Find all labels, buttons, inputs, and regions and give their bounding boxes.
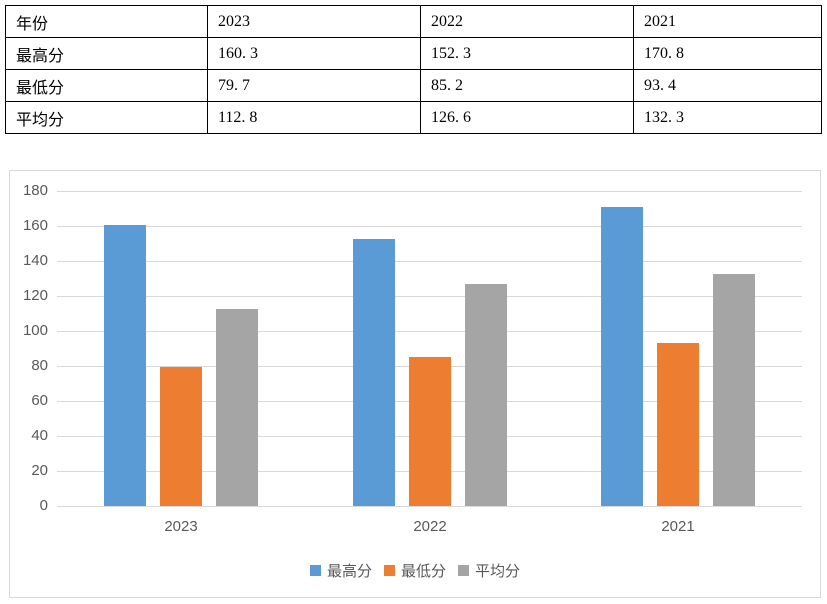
table-cell: 85. 2 [420, 69, 634, 102]
table-header-cell: 2022 [420, 5, 634, 38]
legend-label: 平均分 [475, 563, 521, 580]
table-row-label: 最高分 [5, 37, 208, 70]
legend-label: 最低分 [400, 563, 446, 580]
y-axis-tick-label: 140 [22, 252, 48, 269]
table-cell: 93. 4 [633, 69, 822, 102]
table-cell: 132. 3 [633, 101, 822, 134]
bar [657, 343, 699, 506]
gridline [57, 331, 802, 332]
gridline [57, 296, 802, 297]
table-row: 最低分 79. 7 85. 2 93. 4 [5, 69, 822, 102]
y-axis-tick-label: 100 [22, 322, 48, 339]
x-axis-label: 2022 [413, 518, 447, 535]
data-table: 年份 2023 2022 2021 最高分 160. 3 152. 3 170.… [5, 5, 822, 134]
bar-chart: 最高分 最低分 平均分 180 160 140 120 100 80 60 40 20 0 2023 20… [9, 170, 821, 598]
table-row: 最高分 160. 3 152. 3 170. 8 [5, 37, 822, 70]
y-axis-tick-label: 40 [31, 427, 48, 444]
table-cell: 152. 3 [420, 37, 634, 70]
legend-swatch-icon [458, 565, 469, 576]
bar [160, 367, 202, 506]
y-axis-tick-label: 160 [22, 217, 48, 234]
gridline [57, 226, 802, 227]
legend-swatch-icon [309, 565, 321, 576]
table-header-cell: 2021 [633, 5, 822, 38]
table-cell: 112. 8 [207, 101, 421, 134]
bar [601, 207, 643, 506]
table-cell: 170. 8 [633, 37, 822, 70]
legend-item: 最低分 [383, 560, 446, 581]
bar [216, 309, 258, 506]
y-axis-tick-label: 20 [31, 462, 48, 479]
y-axis-tick-label: 0 [39, 497, 48, 514]
gridline [57, 261, 802, 262]
table-cell: 126. 6 [420, 101, 634, 134]
table-cell: 160. 3 [207, 37, 421, 70]
y-axis-tick-label: 120 [22, 287, 48, 304]
bar [353, 239, 395, 506]
x-axis-label: 2023 [164, 518, 198, 535]
bar [104, 225, 146, 506]
table-cell: 79. 7 [207, 69, 421, 102]
x-axis-label: 2021 [661, 518, 695, 535]
y-axis-tick-label: 60 [31, 392, 48, 409]
table-row: 平均分 112. 8 126. 6 132. 3 [5, 101, 822, 134]
legend: 最高分 最低分 平均分 [10, 560, 820, 581]
legend-item: 最高分 [309, 560, 372, 581]
table-header-cell: 年份 [5, 5, 208, 38]
legend-item: 平均分 [458, 560, 520, 581]
bar [465, 284, 507, 506]
bar [713, 274, 755, 506]
bar [409, 357, 451, 506]
gridline [57, 191, 802, 192]
table-row: 年份 2023 2022 2021 [5, 5, 822, 38]
y-axis-tick-label: 180 [22, 182, 48, 199]
legend-label: 最高分 [326, 563, 372, 580]
y-axis-tick-label: 80 [31, 357, 48, 374]
table-header-cell: 2023 [207, 5, 421, 38]
table-row-label: 平均分 [5, 101, 208, 134]
legend-swatch-icon [383, 565, 395, 576]
table-row-label: 最低分 [5, 69, 208, 102]
gridline [57, 506, 802, 507]
